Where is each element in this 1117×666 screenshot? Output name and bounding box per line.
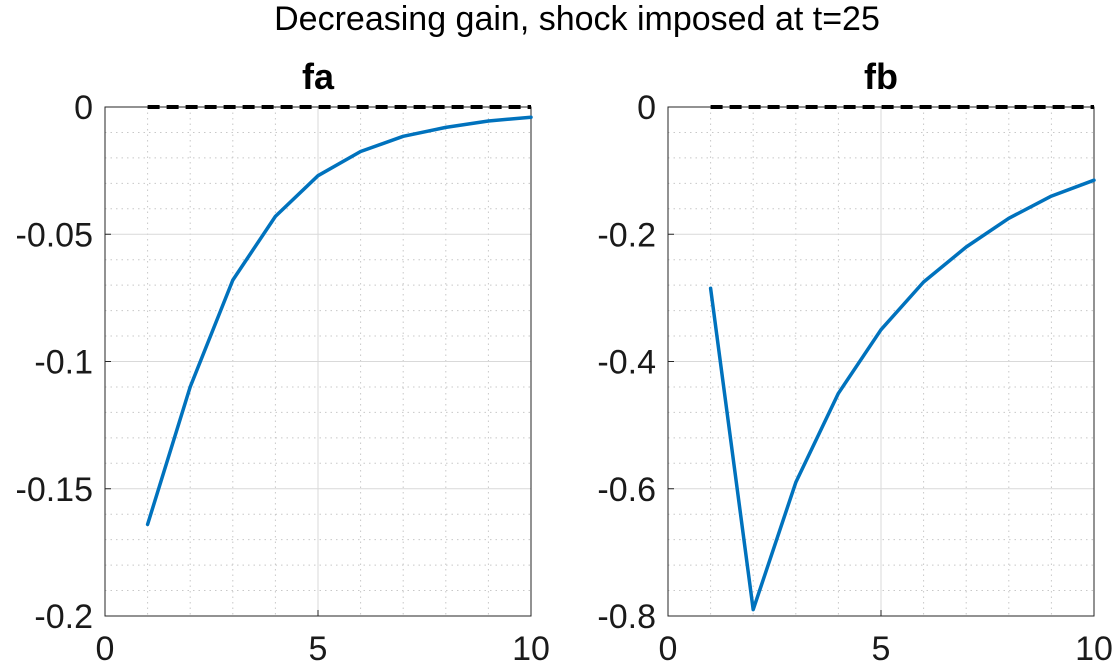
chart-panel-fa: 0 5 10 0 -0.05 -0.1 -0.15 -0.2 fa <box>16 56 550 666</box>
y-tick-label: -0.6 <box>597 471 656 509</box>
x-tick-label: 5 <box>872 630 891 666</box>
chart-title: fa <box>302 56 335 97</box>
x-tick-label: 0 <box>96 630 115 666</box>
y-tick-label: -0.8 <box>597 598 656 636</box>
y-tick-label: -0.05 <box>16 216 94 254</box>
y-tick-label: 0 <box>637 89 656 127</box>
x-tick-label: 10 <box>1075 630 1113 666</box>
chart-panel-fb: 0 5 10 0 -0.2 -0.4 -0.6 -0.8 fb <box>597 56 1113 666</box>
y-tick-label: -0.2 <box>597 216 656 254</box>
x-tick-label: 0 <box>659 630 678 666</box>
y-tick-label: -0.1 <box>34 344 93 382</box>
y-tick-label: 0 <box>74 89 93 127</box>
series-line <box>708 178 1096 612</box>
y-tick-label: -0.2 <box>34 598 93 636</box>
x-tick-label: 10 <box>512 630 550 666</box>
x-tick-label: 5 <box>309 630 328 666</box>
y-tick-label: -0.15 <box>16 471 94 509</box>
y-tick-label: -0.4 <box>597 344 656 382</box>
figure-title: Decreasing gain, shock imposed at t=25 <box>274 0 880 38</box>
series-line <box>145 115 533 527</box>
chart-title: fb <box>864 56 898 97</box>
